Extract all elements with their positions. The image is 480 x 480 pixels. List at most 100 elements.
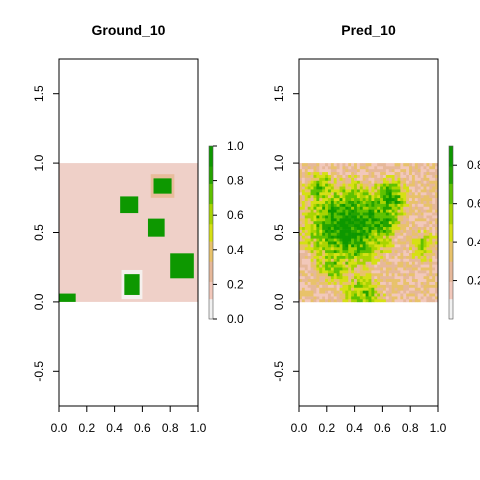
heat-cell [359, 215, 364, 219]
heat-cell [322, 284, 326, 288]
heat-cell [400, 272, 404, 277]
heat-cell [374, 194, 378, 199]
heat-cell [304, 238, 308, 242]
colorbar-band [449, 284, 453, 288]
heat-cell [354, 229, 358, 233]
heat-cell [382, 255, 387, 259]
heat-cell [333, 255, 337, 259]
heat-cell [345, 270, 349, 274]
heat-cell [385, 258, 390, 262]
colorbar-band [449, 226, 453, 231]
heat-cell [368, 246, 372, 251]
heat-cell [322, 203, 326, 207]
heat-cell [435, 218, 439, 222]
heat-cell [388, 272, 392, 277]
heat-cell [356, 174, 361, 178]
heat-cell [432, 241, 436, 245]
heat-cell [336, 163, 340, 167]
heat-cell [420, 183, 424, 187]
colorbar-band [209, 261, 213, 265]
heat-cell [351, 165, 355, 170]
heat-cell [336, 252, 340, 256]
heat-cell [371, 278, 375, 282]
heat-cell [388, 163, 392, 167]
heat-cell [411, 252, 416, 256]
heat-cell [420, 194, 424, 199]
colorbar-band [209, 203, 213, 207]
heat-cell [336, 200, 340, 204]
heat-cell [365, 267, 369, 271]
heat-cell [354, 218, 358, 222]
heat-cell [336, 171, 340, 175]
heat-cell [417, 209, 421, 213]
heat-cell [316, 267, 320, 271]
heat-cell [307, 206, 311, 210]
heat-cell [426, 272, 430, 277]
heat-cell [310, 255, 314, 259]
heat-cell [359, 290, 364, 294]
heat-cell [319, 215, 323, 219]
heat-cell [299, 270, 303, 274]
colorbar-band [209, 244, 213, 248]
heat-cell [345, 281, 349, 285]
heat-cell [322, 258, 326, 262]
heat-cell [435, 278, 439, 282]
heat-cell [377, 261, 381, 265]
heat-cell [356, 241, 361, 245]
heat-cell [400, 293, 404, 297]
heat-cell [432, 220, 436, 225]
colorbar-band [449, 151, 453, 156]
heat-cell [362, 183, 366, 187]
heat-cell [426, 284, 430, 288]
x-tick-label: 1.0 [190, 421, 207, 435]
heat-cell [359, 163, 364, 167]
heat-cell [394, 186, 398, 190]
heat-cell [420, 226, 424, 230]
heat-cell [325, 165, 329, 170]
heat-cell [313, 215, 317, 219]
heat-cell [365, 203, 369, 207]
heat-cell [371, 220, 375, 225]
heat-cell [299, 215, 303, 219]
heat-cell [348, 212, 352, 216]
heat-cell [313, 168, 317, 173]
heat-cell [394, 220, 398, 225]
heat-cell [327, 252, 332, 256]
heat-cell [374, 206, 378, 210]
heat-cell [400, 299, 404, 303]
heat-cell [319, 229, 323, 233]
heat-cell [362, 177, 366, 181]
heat-cell [327, 238, 332, 242]
heat-cell [377, 232, 381, 236]
x-tick-label: 0.2 [78, 421, 95, 435]
heat-cell [313, 226, 317, 230]
heat-cell [400, 171, 404, 175]
heat-cell [313, 296, 317, 300]
heat-cell [316, 252, 320, 256]
heat-cell [325, 246, 329, 251]
colorbar-tick-label: 0.0 [227, 312, 244, 326]
colorbar-band [449, 275, 453, 280]
heat-cell [435, 261, 439, 265]
heat-cell [336, 206, 340, 210]
heat-cell [409, 258, 413, 262]
heat-cell [409, 197, 413, 201]
heat-cell [310, 246, 314, 251]
heat-cell [339, 192, 343, 196]
heat-cell [397, 296, 401, 300]
heat-cell [365, 183, 369, 187]
heat-cell [406, 284, 410, 288]
heat-cell [377, 189, 381, 193]
heat-cell [322, 189, 326, 193]
heat-cell [313, 171, 317, 175]
heat-cell [374, 200, 378, 204]
heat-cell [316, 232, 320, 236]
heat-cell [423, 278, 427, 282]
heat-cell [374, 223, 378, 228]
heat-cell [299, 194, 303, 199]
heat-cell [339, 174, 343, 178]
heat-cell [388, 174, 392, 178]
heat-cell [333, 194, 337, 199]
heat-cell [365, 299, 369, 303]
heat-cell [385, 186, 390, 190]
